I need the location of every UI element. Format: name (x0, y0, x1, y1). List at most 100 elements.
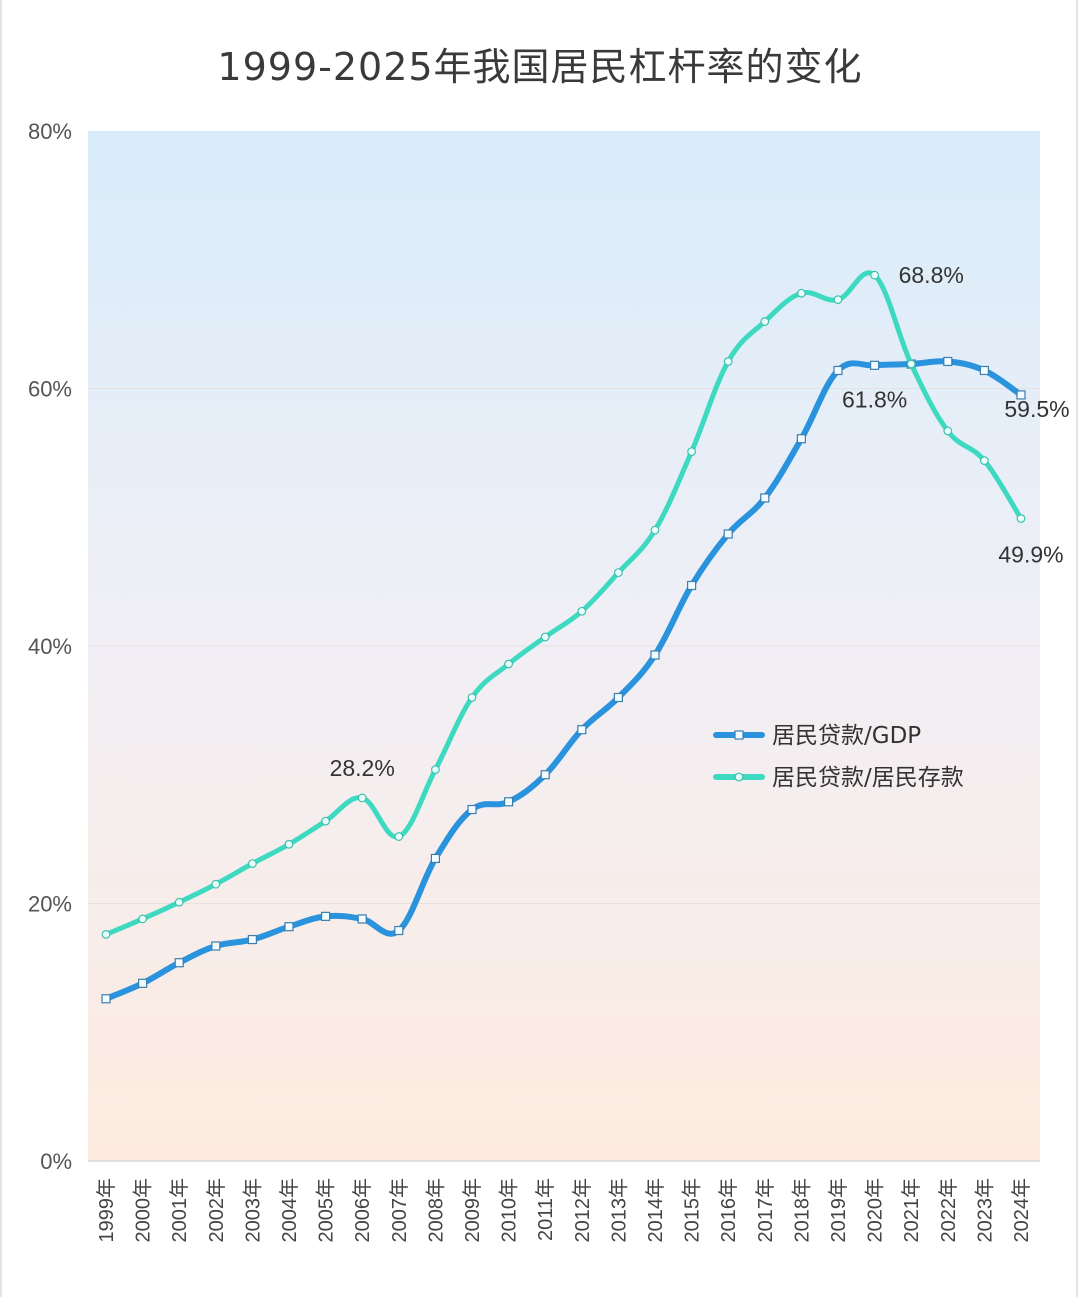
square-marker-icon (650, 650, 660, 660)
x-tick-label: 2006年 (351, 1178, 374, 1243)
x-tick-label: 2002年 (205, 1178, 228, 1243)
x-tick-label: 2020年 (864, 1178, 887, 1243)
circle-marker-icon (504, 659, 514, 669)
x-tick-label: 2000年 (132, 1178, 155, 1243)
square-marker-icon (504, 797, 514, 807)
y-axis: 0% 20% 40% 60% 80% (28, 119, 72, 1174)
y-tick-label: 20% (28, 892, 72, 917)
x-tick-label: 2013年 (607, 1178, 630, 1243)
circle-marker-icon (870, 270, 879, 280)
data-label: 59.5% (1004, 396, 1069, 422)
x-tick-label: 2024年 (1010, 1178, 1033, 1243)
square-marker-icon (430, 853, 440, 864)
circle-marker-icon (577, 606, 587, 616)
circle-marker-icon (687, 447, 696, 456)
circle-marker-icon (247, 859, 257, 868)
square-marker-icon (760, 493, 770, 503)
legend-item[interactable]: 居民贷款/居民存款 (713, 765, 964, 791)
x-tick-label: 1999年 (95, 1178, 118, 1243)
y-tick-label: 80% (28, 119, 72, 144)
x-tick-label: 2018年 (790, 1178, 813, 1243)
circle-marker-icon (833, 295, 843, 305)
circle-marker-icon (540, 632, 550, 642)
circle-marker-icon (906, 359, 916, 369)
square-marker-icon (174, 958, 184, 968)
circle-marker-icon (284, 839, 294, 849)
x-tick-label: 2015年 (681, 1178, 704, 1243)
x-tick-label: 2010年 (498, 1178, 521, 1243)
square-marker-icon (357, 914, 367, 924)
circle-marker-icon (1016, 514, 1026, 523)
square-marker-icon (101, 994, 111, 1004)
square-marker-icon (467, 804, 477, 815)
series-lines (101, 270, 1026, 1004)
circle-marker-icon (980, 456, 989, 466)
square-marker-icon (613, 692, 624, 703)
x-tick-label: 2019年 (827, 1178, 850, 1243)
x-tick-label: 2001年 (168, 1178, 191, 1243)
y-tick-label: 60% (28, 377, 72, 402)
data-label: 61.8% (842, 386, 907, 412)
circle-marker-icon (943, 426, 953, 436)
x-tick-label: 2005年 (315, 1178, 338, 1243)
square-marker-icon (138, 978, 148, 988)
x-tick-label: 2008年 (424, 1178, 447, 1243)
square-marker-icon (247, 934, 257, 945)
data-label: 68.8% (899, 262, 964, 288)
x-tick-label: 2009年 (461, 1178, 484, 1243)
x-tick-label: 2021年 (900, 1178, 923, 1243)
series-loan-deposit (101, 270, 1026, 939)
x-tick-label: 2012年 (571, 1178, 594, 1243)
x-tick-label: 2004年 (278, 1178, 301, 1243)
x-tick-label: 2017年 (754, 1178, 777, 1243)
circle-marker-icon (321, 816, 331, 826)
series-loan-gdp (101, 356, 1026, 1004)
circle-marker-icon (797, 288, 806, 298)
circle-marker-icon (357, 793, 367, 803)
circle-marker-icon (723, 357, 733, 366)
y-tick-label: 40% (28, 634, 72, 659)
circle-marker-icon (101, 930, 111, 939)
x-tick-label: 2014年 (644, 1178, 667, 1243)
circle-marker-icon (467, 693, 477, 702)
y-tick-label: 0% (40, 1149, 72, 1174)
square-marker-icon (394, 925, 404, 936)
circle-marker-icon (734, 772, 744, 782)
data-label: 28.2% (330, 755, 395, 781)
square-marker-icon (540, 770, 550, 780)
square-marker-icon (979, 365, 990, 376)
circle-marker-icon (394, 832, 404, 841)
square-marker-icon (284, 922, 294, 932)
x-axis: 1999年 2000年 2001年 2002年 2003年 2004年 2005年 2006年… (88, 1160, 1040, 1243)
square-marker-icon (833, 365, 843, 376)
square-marker-icon (943, 356, 953, 367)
x-tick-label: 2007年 (388, 1178, 411, 1243)
x-tick-label: 2022年 (937, 1178, 960, 1243)
circle-marker-icon (614, 568, 623, 578)
legend-label: 居民贷款/GDP (772, 723, 921, 749)
legend-item[interactable]: 居民贷款/GDP (713, 723, 921, 749)
circle-marker-icon (174, 897, 184, 907)
data-label: 49.9% (998, 542, 1063, 568)
square-marker-icon (1016, 390, 1026, 400)
square-marker-icon (734, 730, 744, 740)
square-marker-icon (321, 911, 331, 921)
circle-marker-icon (650, 525, 660, 535)
x-tick-label: 2011年 (534, 1178, 557, 1241)
legend-label: 居民贷款/居民存款 (772, 765, 964, 791)
square-marker-icon (211, 941, 221, 951)
square-marker-icon (577, 725, 587, 735)
chart-title: 1999-2025年我国居民杠杆率的变化 (217, 45, 863, 89)
circle-marker-icon (431, 765, 440, 774)
legend: 居民贷款/GDP 居民贷款/居民存款 (713, 723, 964, 791)
circle-marker-icon (760, 317, 770, 326)
x-tick-label: 2016年 (717, 1178, 740, 1243)
data-labels: 28.2% 68.8% 61.8% 59.5% 49.9% (330, 262, 1070, 781)
x-tick-label: 2003年 (241, 1178, 264, 1243)
x-tick-label: 2023年 (973, 1178, 996, 1243)
square-marker-icon (869, 360, 880, 370)
gridlines (88, 388, 1040, 904)
square-marker-icon (723, 529, 733, 539)
